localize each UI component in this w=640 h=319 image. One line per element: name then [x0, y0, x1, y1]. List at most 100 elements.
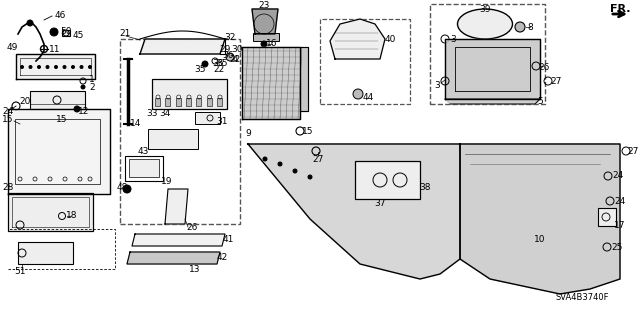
Text: 28: 28: [3, 182, 13, 191]
Text: 18: 18: [67, 211, 77, 220]
Circle shape: [46, 65, 49, 69]
Bar: [62, 30, 70, 36]
Circle shape: [74, 106, 80, 112]
Polygon shape: [252, 9, 278, 34]
Circle shape: [27, 20, 33, 26]
Polygon shape: [16, 54, 95, 79]
Bar: [155, 98, 160, 106]
Circle shape: [72, 65, 74, 69]
Circle shape: [353, 89, 363, 99]
Text: 8: 8: [527, 23, 533, 32]
Circle shape: [88, 65, 92, 69]
Text: 23: 23: [259, 2, 269, 11]
Text: 32: 32: [224, 33, 236, 41]
Circle shape: [63, 30, 69, 36]
Text: 15: 15: [3, 115, 13, 123]
Text: 49: 49: [6, 42, 18, 51]
Text: 27: 27: [312, 154, 324, 164]
Bar: [148, 129, 198, 149]
Polygon shape: [132, 234, 225, 246]
Text: 26: 26: [186, 222, 198, 232]
Bar: [175, 98, 180, 106]
Text: 3: 3: [434, 80, 440, 90]
Circle shape: [308, 175, 312, 179]
Text: 38: 38: [419, 182, 431, 191]
Text: 3: 3: [450, 35, 456, 44]
Bar: [217, 98, 222, 106]
Bar: [152, 79, 227, 109]
Text: 30: 30: [231, 44, 243, 54]
Polygon shape: [248, 144, 460, 279]
Text: 15: 15: [56, 115, 68, 123]
Text: FR.: FR.: [610, 4, 630, 14]
Text: 5: 5: [537, 98, 543, 107]
Bar: [195, 112, 220, 124]
Text: 12: 12: [78, 107, 90, 115]
Text: 20: 20: [19, 97, 31, 106]
Text: 22: 22: [229, 55, 241, 63]
Bar: [253, 33, 279, 41]
Bar: [196, 98, 202, 106]
Text: 24: 24: [3, 107, 13, 115]
Text: 31: 31: [216, 117, 228, 127]
Text: 45: 45: [72, 32, 84, 41]
Polygon shape: [445, 39, 540, 99]
Circle shape: [29, 65, 32, 69]
Text: 27: 27: [550, 77, 562, 85]
Bar: [165, 98, 170, 106]
Text: 50: 50: [60, 27, 72, 36]
Ellipse shape: [458, 9, 513, 39]
Bar: [120, 39, 240, 224]
Text: 51: 51: [14, 266, 26, 276]
Bar: [8, 193, 93, 231]
Text: 16: 16: [266, 40, 278, 48]
Text: 46: 46: [54, 11, 66, 20]
Polygon shape: [445, 99, 540, 104]
Text: 4: 4: [232, 55, 238, 63]
Polygon shape: [165, 189, 188, 224]
Text: 36: 36: [222, 51, 234, 61]
Bar: [15, 119, 100, 184]
Circle shape: [63, 65, 66, 69]
Bar: [207, 98, 212, 106]
Bar: [598, 208, 616, 226]
Text: 14: 14: [131, 120, 141, 129]
Polygon shape: [242, 47, 300, 119]
Text: 44: 44: [362, 93, 374, 101]
Circle shape: [81, 85, 85, 89]
Text: 21: 21: [119, 29, 131, 39]
Polygon shape: [8, 109, 110, 194]
Circle shape: [226, 53, 234, 61]
Polygon shape: [127, 252, 220, 264]
Text: SVA4B3740F: SVA4B3740F: [555, 293, 609, 301]
Text: 35: 35: [195, 64, 205, 73]
Bar: [18, 242, 73, 264]
Text: 15: 15: [302, 127, 314, 136]
Polygon shape: [300, 47, 308, 111]
Circle shape: [20, 65, 24, 69]
Polygon shape: [460, 144, 620, 294]
Text: 40: 40: [384, 34, 396, 43]
Bar: [355, 161, 420, 199]
Text: 11: 11: [49, 44, 61, 54]
Text: 25: 25: [611, 242, 623, 251]
Text: 2: 2: [89, 83, 95, 92]
Polygon shape: [140, 39, 225, 54]
Text: 34: 34: [159, 109, 171, 118]
Text: 41: 41: [222, 235, 234, 244]
Text: 9: 9: [245, 130, 251, 138]
Text: 1: 1: [89, 76, 95, 85]
Bar: [30, 91, 85, 109]
Bar: [186, 98, 191, 106]
Text: 29: 29: [220, 44, 230, 54]
Bar: [129, 159, 159, 177]
Circle shape: [202, 61, 208, 67]
Text: 27: 27: [627, 146, 639, 155]
Text: 36: 36: [212, 60, 224, 69]
Text: 48: 48: [116, 182, 128, 191]
Text: 35: 35: [216, 60, 228, 69]
Circle shape: [515, 22, 525, 32]
Circle shape: [54, 65, 58, 69]
Text: 17: 17: [614, 221, 626, 231]
Circle shape: [123, 185, 131, 193]
